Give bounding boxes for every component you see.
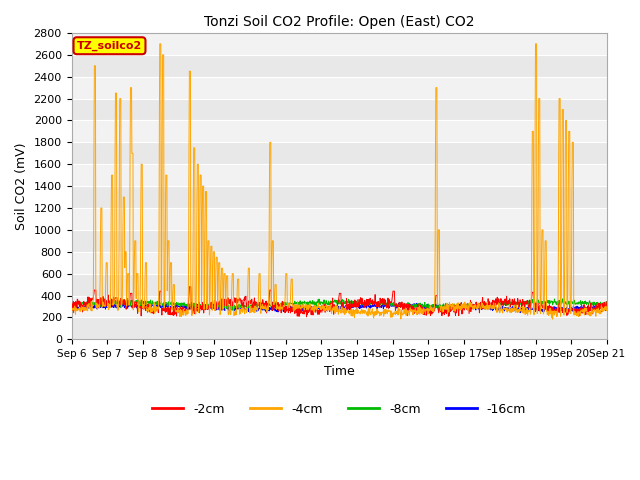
Bar (72, 274, 607, 296)
Bar (72, 186, 607, 208)
Bar (72, 98, 607, 120)
Legend: -2cm, -4cm, -8cm, -16cm: -2cm, -4cm, -8cm, -16cm (147, 397, 531, 420)
Y-axis label: Soil CO2 (mV): Soil CO2 (mV) (15, 143, 28, 230)
Bar (72, 252, 607, 274)
Bar (72, 164, 607, 186)
Bar (72, 120, 607, 143)
Bar (72, 296, 607, 317)
Bar (72, 33, 607, 55)
Bar (72, 77, 607, 98)
Bar (72, 230, 607, 252)
Title: Tonzi Soil CO2 Profile: Open (East) CO2: Tonzi Soil CO2 Profile: Open (East) CO2 (204, 15, 474, 29)
Bar (72, 55, 607, 77)
Text: TZ_soilco2: TZ_soilco2 (77, 41, 142, 51)
Bar (72, 143, 607, 164)
X-axis label: Time: Time (324, 365, 355, 378)
Bar (72, 317, 607, 339)
Bar (72, 208, 607, 230)
